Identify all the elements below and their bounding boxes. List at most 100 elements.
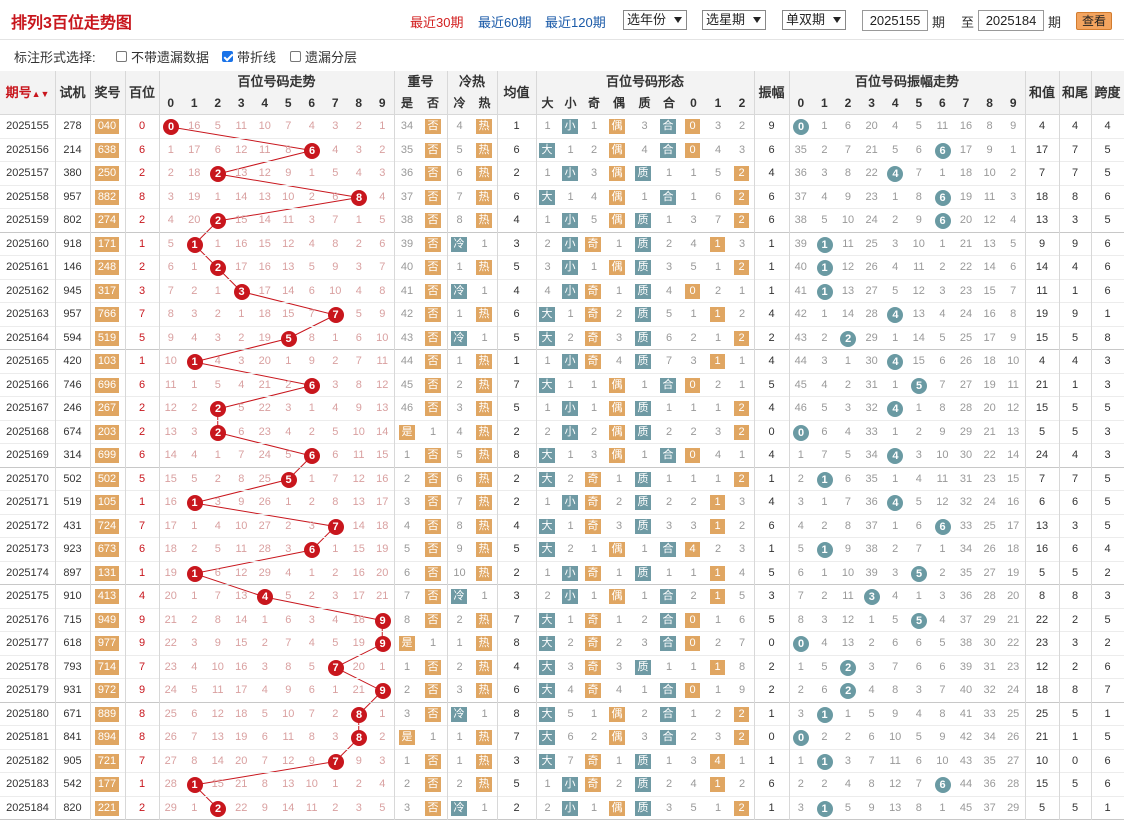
header-hundreds: 百位 bbox=[125, 71, 159, 115]
trend-miss-cell: 18 bbox=[253, 303, 277, 326]
period-cell: 2025171 bbox=[0, 491, 55, 514]
hot-tag: 热 bbox=[476, 354, 492, 369]
trend-ball: 6 bbox=[304, 542, 320, 558]
parity-select[interactable]: 单双期 bbox=[782, 10, 846, 30]
trend-miss-cell: 6 bbox=[183, 703, 207, 726]
repeat-miss-cell: 43 bbox=[394, 327, 420, 350]
trial-cell: 674 bbox=[55, 421, 90, 444]
form-miss-cell: 1 bbox=[536, 162, 559, 185]
amp-miss-cell: 6 bbox=[789, 562, 813, 585]
tail-cell: 1 bbox=[1059, 726, 1091, 749]
parity-select-value: 单双期 bbox=[786, 12, 825, 27]
span-cell: 2 bbox=[1091, 562, 1124, 585]
week-select[interactable]: 选星期 bbox=[702, 10, 766, 30]
road-tag: 2 bbox=[734, 190, 749, 205]
trend-miss-cell: 6 bbox=[206, 139, 230, 162]
header-digit: 5 bbox=[277, 93, 301, 113]
year-select[interactable]: 选年份 bbox=[623, 10, 687, 30]
form-tag: 偶 bbox=[609, 213, 625, 228]
form-tag: 大 bbox=[539, 190, 555, 205]
period-cell: 2025176 bbox=[0, 609, 55, 632]
period-cell: 2025168 bbox=[0, 421, 55, 444]
hot-tag: 热 bbox=[476, 260, 492, 275]
trend-miss-cell: 6 bbox=[230, 421, 254, 444]
tail-cell: 5 bbox=[1059, 562, 1091, 585]
trend-miss-cell: 10 bbox=[206, 656, 230, 679]
amp-miss-cell: 7 bbox=[883, 656, 907, 679]
form-miss-cell: 1 bbox=[632, 679, 657, 702]
trend-miss-cell: 5 bbox=[324, 162, 348, 185]
sum-cell: 14 bbox=[1025, 256, 1059, 279]
option-with-line[interactable]: 带折线 bbox=[222, 47, 276, 66]
sum-cell: 5 bbox=[1025, 562, 1059, 585]
amp-miss-cell: 8 bbox=[907, 186, 931, 209]
period-from-input[interactable]: 2025155 bbox=[862, 10, 928, 31]
trend-miss-cell: 22 bbox=[230, 797, 254, 820]
trend-miss-cell: 5 bbox=[371, 797, 395, 820]
span-cell: 6 bbox=[1091, 186, 1124, 209]
amp-miss-cell: 4 bbox=[907, 468, 931, 491]
trend-miss-cell: 21 bbox=[230, 773, 254, 796]
view-button[interactable]: 查看 bbox=[1076, 12, 1112, 30]
option-miss-layer[interactable]: 遗漏分层 bbox=[290, 47, 357, 66]
trend-miss-cell: 6 bbox=[277, 609, 301, 632]
hotcold-miss-cell: 10 bbox=[447, 562, 472, 585]
amp-miss-cell: 7 bbox=[860, 750, 884, 773]
form-tag: 小 bbox=[562, 284, 578, 299]
amp-ball: 0 bbox=[793, 730, 809, 746]
trial-cell: 146 bbox=[55, 256, 90, 279]
amp-ball: 3 bbox=[864, 589, 880, 605]
amp-miss-cell: 15 bbox=[978, 280, 1002, 303]
amp-miss-cell: 39 bbox=[954, 656, 978, 679]
amp-ball: 1 bbox=[817, 472, 833, 488]
form-tag: 质 bbox=[635, 754, 651, 769]
hotcold-miss-cell: 2 bbox=[447, 374, 472, 397]
checkbox-icon[interactable] bbox=[116, 51, 127, 62]
table-header: 期号▲▼ 试机 奖号 百位 百位号码走势 重号 冷热 均值 百位号码形态 振幅 … bbox=[0, 71, 1124, 115]
sum-cell: 21 bbox=[1025, 374, 1059, 397]
range-30-link[interactable]: 最近30期 bbox=[410, 12, 463, 31]
period-to-input[interactable]: 2025184 bbox=[978, 10, 1044, 31]
amp-miss-cell: 31 bbox=[860, 374, 884, 397]
trend-miss-cell: 6 bbox=[347, 327, 371, 350]
range-60-link[interactable]: 最近60期 bbox=[478, 12, 531, 31]
trend-miss-cell: 19 bbox=[159, 562, 183, 585]
hotcold-miss-cell: 1 bbox=[472, 233, 497, 256]
header-period[interactable]: 期号▲▼ bbox=[0, 71, 55, 115]
trend-ball: 7 bbox=[328, 660, 344, 676]
road-tag: 2 bbox=[734, 425, 749, 440]
form-tag: 小 bbox=[562, 119, 578, 134]
amp-miss-cell: 22 bbox=[860, 162, 884, 185]
amp-miss-cell: 1 bbox=[931, 797, 955, 820]
range-120-link[interactable]: 最近120期 bbox=[545, 12, 606, 31]
checkbox-icon[interactable] bbox=[290, 51, 301, 62]
amp-cell: 1 bbox=[754, 538, 789, 561]
trend-ball: 9 bbox=[375, 683, 391, 699]
header-digit: 7 bbox=[324, 93, 348, 113]
amp-miss-cell: 6 bbox=[907, 139, 931, 162]
form-tag: 质 bbox=[635, 425, 651, 440]
amp-miss-cell: 37 bbox=[954, 609, 978, 632]
hot-tag: 热 bbox=[476, 190, 492, 205]
trend-miss-cell: 8 bbox=[300, 726, 324, 749]
checkbox-checked-icon[interactable] bbox=[222, 51, 233, 62]
trend-miss-cell: 4 bbox=[300, 115, 324, 138]
trend-miss-cell: 14 bbox=[230, 186, 254, 209]
form-tag: 奇 bbox=[585, 331, 601, 346]
avg-cell: 1 bbox=[497, 350, 536, 373]
hundreds-cell: 2 bbox=[125, 209, 159, 232]
avg-cell: 4 bbox=[497, 515, 536, 538]
form-tag: 大 bbox=[539, 143, 555, 158]
option-no-miss[interactable]: 不带遗漏数据 bbox=[116, 47, 209, 66]
amp-miss-cell: 11 bbox=[931, 468, 955, 491]
amp-miss-cell: 9 bbox=[836, 186, 860, 209]
trend-miss-cell: 2 bbox=[300, 491, 324, 514]
amp-ball: 6 bbox=[935, 213, 951, 229]
trend-ball: 8 bbox=[351, 190, 367, 206]
sum-cell: 22 bbox=[1025, 609, 1059, 632]
amp-miss-cell: 27 bbox=[954, 374, 978, 397]
amp-miss-cell: 7 bbox=[789, 585, 813, 608]
amp-miss-cell: 10 bbox=[931, 444, 955, 467]
